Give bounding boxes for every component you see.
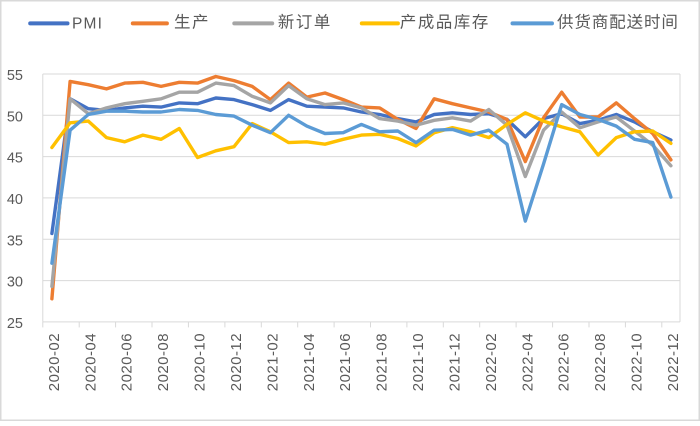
svg-text:2020-12: 2020-12 — [228, 333, 245, 391]
svg-text:50: 50 — [7, 109, 23, 125]
svg-text:45: 45 — [7, 151, 23, 167]
svg-text:2020-08: 2020-08 — [155, 333, 172, 391]
svg-text:2021-12: 2021-12 — [446, 333, 463, 391]
svg-text:2021-06: 2021-06 — [337, 333, 354, 391]
svg-text:2020-04: 2020-04 — [82, 333, 99, 391]
svg-text:2022-08: 2022-08 — [592, 333, 609, 391]
svg-text:2020-02: 2020-02 — [46, 333, 63, 391]
svg-text:2022-12: 2022-12 — [665, 333, 682, 391]
svg-text:2022-04: 2022-04 — [519, 333, 536, 391]
svg-text:55: 55 — [7, 68, 23, 84]
svg-text:2021-08: 2021-08 — [374, 333, 391, 391]
svg-text:2021-04: 2021-04 — [301, 333, 318, 391]
svg-text:2020-06: 2020-06 — [119, 333, 136, 391]
svg-text:PMI: PMI — [72, 16, 103, 33]
svg-text:35: 35 — [7, 233, 23, 249]
svg-text:40: 40 — [7, 192, 23, 208]
svg-text:2020-10: 2020-10 — [192, 333, 209, 391]
svg-text:25: 25 — [7, 316, 23, 332]
svg-text:2022-02: 2022-02 — [483, 333, 500, 391]
svg-text:2021-02: 2021-02 — [264, 333, 281, 391]
svg-text:2021-10: 2021-10 — [410, 333, 427, 391]
svg-text:30: 30 — [7, 275, 23, 291]
svg-text:2022-06: 2022-06 — [556, 333, 573, 391]
svg-text:2022-10: 2022-10 — [629, 333, 646, 391]
